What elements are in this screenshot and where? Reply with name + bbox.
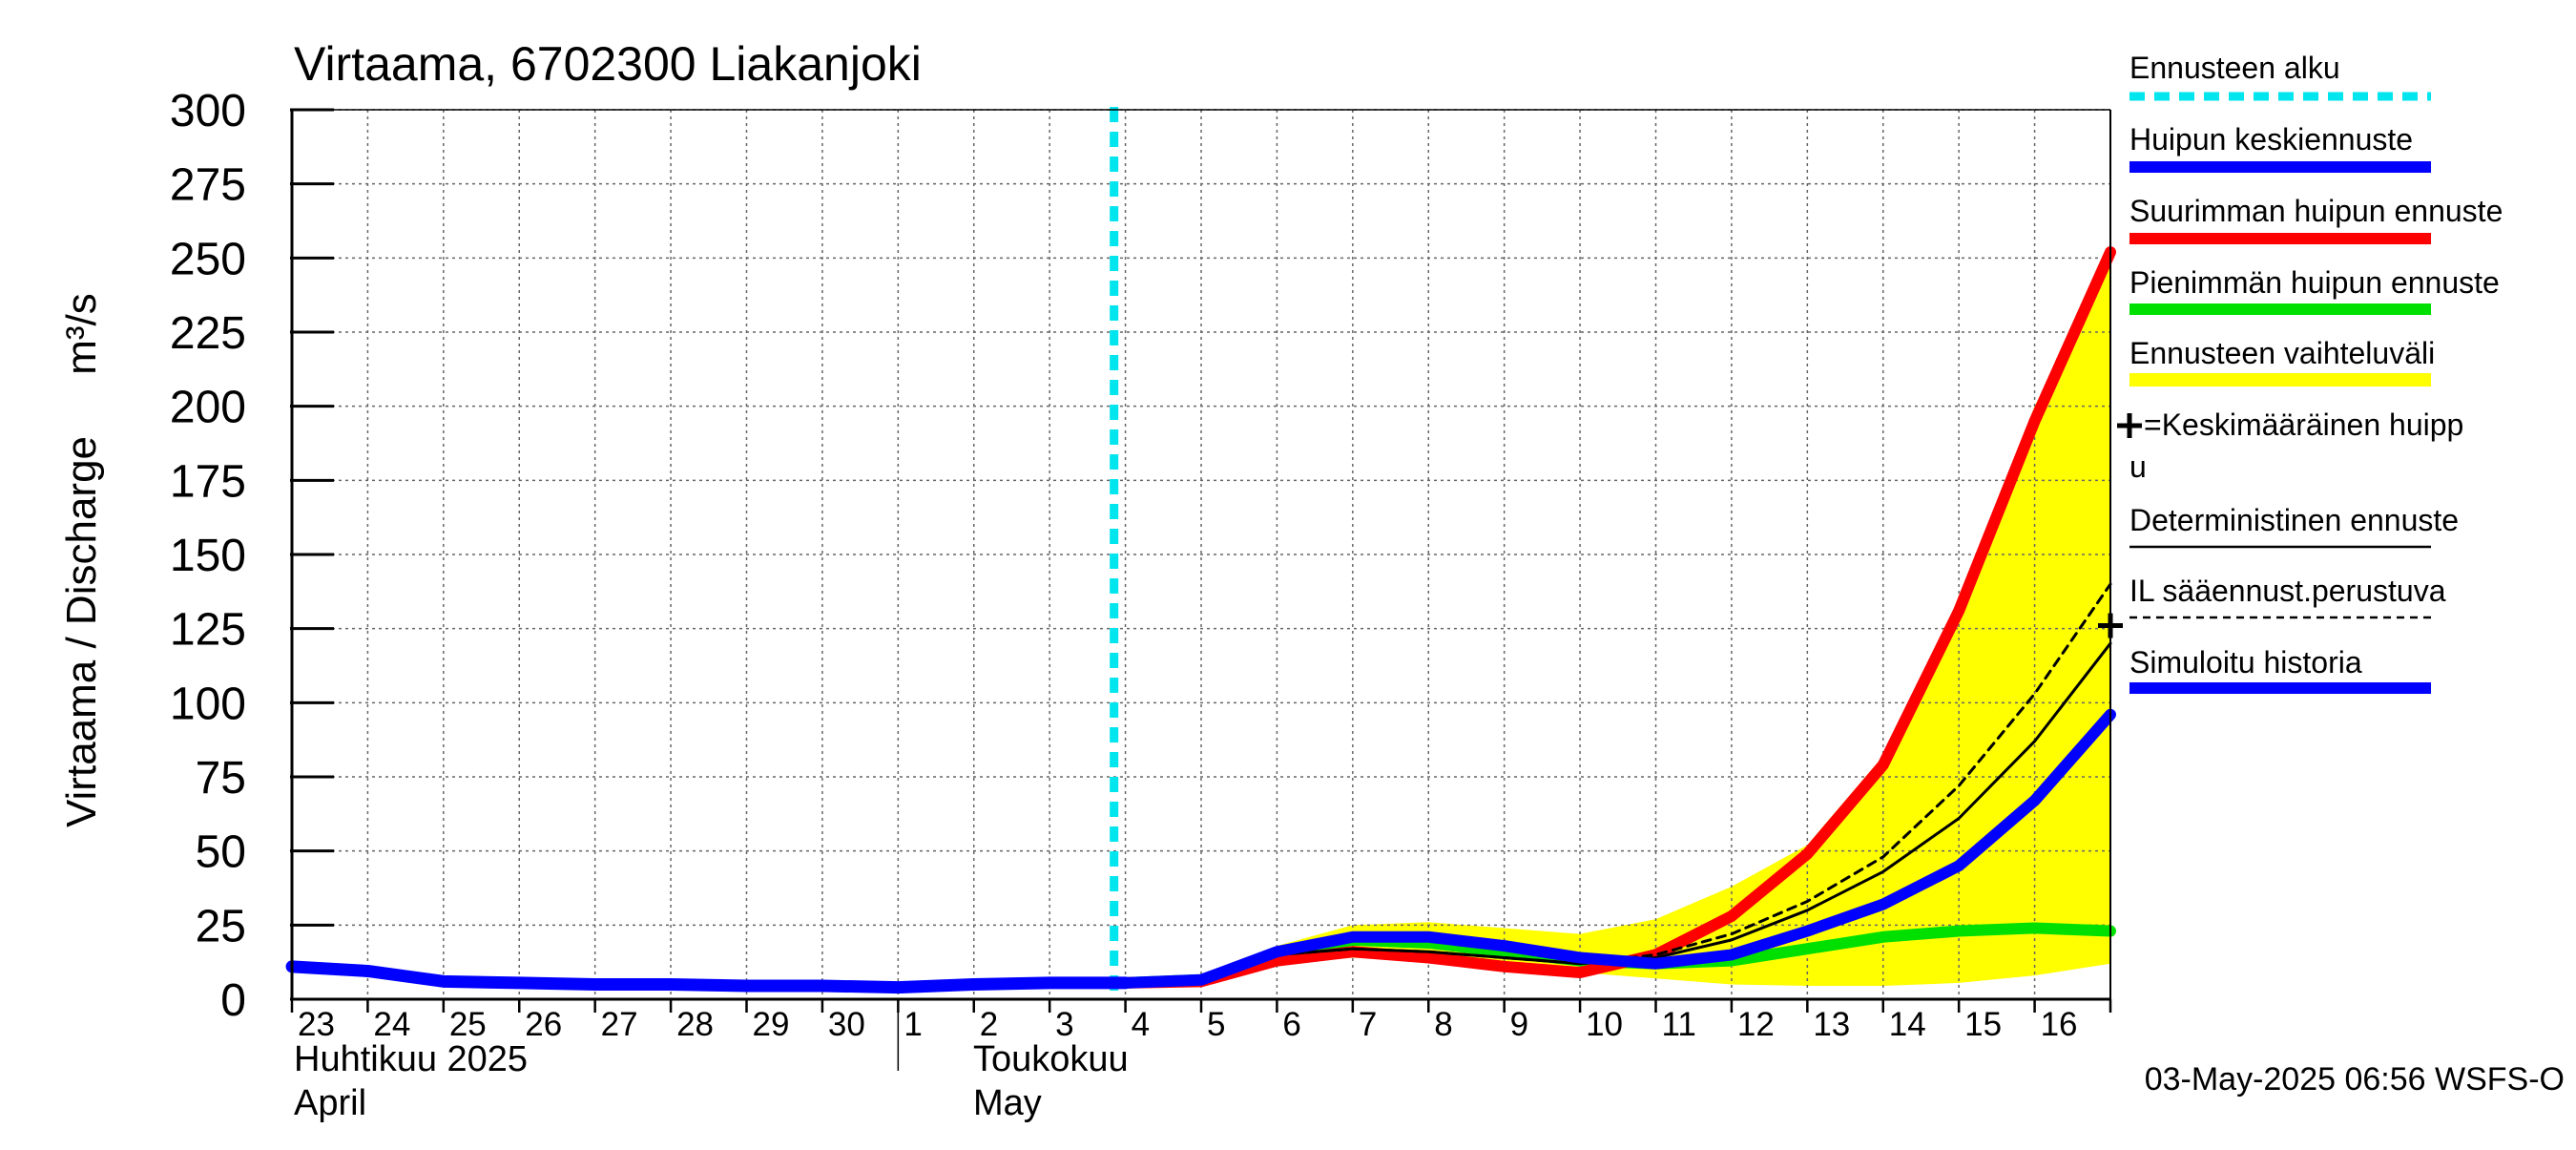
- forecast-range-layer: [1113, 258, 2110, 987]
- x-tick-label: 29: [753, 1006, 790, 1043]
- month-label-may-fi: Toukokuu: [973, 1039, 1129, 1079]
- y-axis-unit: m³/s: [58, 293, 105, 375]
- legend-max-peak-label: Suurimman huipun ennuste: [2129, 194, 2503, 228]
- y-tick-label: 25: [196, 901, 246, 951]
- x-tick-label: 13: [1813, 1006, 1850, 1043]
- x-tick-label: 12: [1737, 1006, 1775, 1043]
- x-tick-label: 2: [980, 1006, 998, 1043]
- x-tick-label: 1: [904, 1006, 922, 1043]
- x-tick-label: 8: [1434, 1006, 1452, 1043]
- legend-mean-peak-label: Huipun keskiennuste: [2129, 122, 2413, 157]
- x-tick-label: 24: [373, 1006, 410, 1043]
- y-tick-label: 50: [196, 827, 246, 878]
- series-simulated-history: [285, 960, 1132, 994]
- legend-forecast-start-label: Ennusteen alku: [2129, 51, 2340, 85]
- y-tick-label: 100: [170, 679, 246, 729]
- x-tick-label: 14: [1889, 1006, 1926, 1043]
- legend-range-label: Ennusteen vaihteluväli: [2129, 336, 2435, 370]
- x-tick-label: 9: [1510, 1006, 1528, 1043]
- x-tick-label: 3: [1055, 1006, 1073, 1043]
- x-tick-label: 28: [676, 1006, 714, 1043]
- series-mean-peak: [1108, 708, 2116, 989]
- legend-il-weather-label: IL sääennust.perustuva: [2129, 574, 2446, 608]
- x-tick-label: 4: [1132, 1006, 1150, 1043]
- y-tick-label: 150: [170, 531, 246, 581]
- x-tick-label: 16: [2041, 1006, 2078, 1043]
- x-tick-label: 15: [1964, 1006, 2002, 1043]
- legend-simulated-label: Simuloitu historia: [2129, 645, 2362, 680]
- y-axis-label: Virtaama / Discharge: [58, 436, 105, 827]
- forecast-range-band: [1113, 258, 2110, 987]
- timestamp-label: 03-May-2025 06:56 WSFS-O: [2145, 1061, 2565, 1098]
- x-tick-label: 11: [1662, 1006, 1696, 1043]
- legend: Ennusteen alku Huipun keskiennuste Suuri…: [2117, 51, 2503, 694]
- x-tick-label: 30: [828, 1006, 865, 1043]
- x-tick-label: 25: [449, 1006, 487, 1043]
- x-tick-label: 7: [1359, 1006, 1377, 1043]
- x-tick-label: 26: [525, 1006, 562, 1043]
- y-tick-label: 250: [170, 234, 246, 284]
- y-tick-label: 200: [170, 383, 246, 433]
- y-tick-label: 175: [170, 456, 246, 507]
- month-label-april-fi: Huhtikuu 2025: [294, 1039, 528, 1079]
- legend-avg-peak-label-cont: u: [2129, 450, 2147, 484]
- legend-avg-peak-label: =Keskimääräinen huipp: [2144, 408, 2463, 442]
- legend-min-peak-label: Pienimmän huipun ennuste: [2129, 265, 2500, 300]
- axes: [290, 108, 2112, 1071]
- legend-avg-peak-marker: [2117, 413, 2142, 438]
- y-tick-label: 300: [170, 86, 246, 136]
- y-tick-label: 0: [220, 975, 246, 1026]
- x-tick-label: 5: [1207, 1006, 1225, 1043]
- legend-deterministic-label: Deterministinen ennuste: [2129, 503, 2459, 537]
- month-label-may-en: May: [973, 1083, 1042, 1123]
- x-tick-label: 6: [1282, 1006, 1300, 1043]
- x-tick-label: 23: [298, 1006, 335, 1043]
- y-tick-label: 125: [170, 605, 246, 656]
- x-tick-label: 27: [601, 1006, 638, 1043]
- chart-title: Virtaama, 6702300 Liakanjoki: [294, 37, 922, 91]
- x-tick-label: 10: [1586, 1006, 1623, 1043]
- y-tick-label: 75: [196, 753, 246, 804]
- month-label-april-en: April: [294, 1083, 366, 1123]
- gridlines: [292, 109, 2110, 1000]
- y-tick-label: 275: [170, 160, 246, 211]
- y-tick-label: 225: [170, 308, 246, 359]
